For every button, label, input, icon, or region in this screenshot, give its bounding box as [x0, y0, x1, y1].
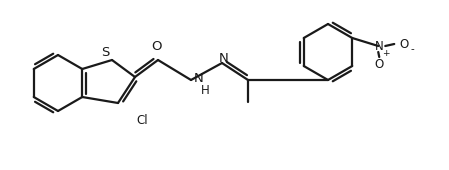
Text: O: O [151, 39, 161, 53]
Text: +: + [383, 48, 390, 57]
Text: S: S [101, 47, 109, 60]
Text: Cl: Cl [136, 115, 148, 128]
Text: N: N [375, 39, 383, 53]
Text: N: N [219, 52, 229, 64]
Text: N: N [194, 72, 204, 84]
Text: O: O [374, 58, 384, 72]
Text: O: O [400, 38, 409, 50]
Text: H: H [201, 83, 209, 97]
Text: -: - [410, 44, 414, 54]
